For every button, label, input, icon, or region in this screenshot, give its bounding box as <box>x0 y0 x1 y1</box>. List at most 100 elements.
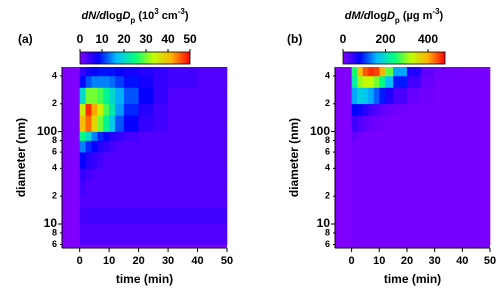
heatmap-cell <box>393 168 408 181</box>
x-tick-label: 20 <box>132 255 144 267</box>
heatmap-cell <box>384 67 394 77</box>
heatmap-cell <box>85 75 92 88</box>
heatmap-cell <box>393 196 408 209</box>
heatmap-cell <box>79 115 86 132</box>
heatmap-cell <box>138 168 154 181</box>
heatmap-cell <box>406 140 422 153</box>
heatmap-cell <box>384 87 394 105</box>
heatmap-cell <box>109 103 116 116</box>
colorbar-title-part: log <box>370 10 387 22</box>
heatmap-cell <box>362 75 369 88</box>
heatmap-cell <box>434 152 463 169</box>
heatmap-cell <box>379 224 386 234</box>
colorbar-tick-label: 40 <box>161 32 175 46</box>
heatmap-cell <box>373 232 380 245</box>
heatmap-cell <box>109 207 116 225</box>
heatmap-cell <box>85 168 92 181</box>
x-tick-label: 10 <box>103 255 115 267</box>
y-axis-label: diameter (nm) <box>287 118 301 197</box>
heatmap-cell <box>420 75 435 88</box>
heatmap-cell <box>197 152 228 169</box>
heatmap-cell <box>123 168 139 181</box>
heatmap-cell <box>97 179 104 197</box>
heatmap-cell <box>97 87 104 105</box>
heatmap-cell <box>368 115 375 132</box>
heatmap-cell <box>357 179 363 197</box>
heatmap-cell <box>351 131 358 141</box>
heatmap-cell <box>462 152 491 169</box>
heatmap-cell <box>420 196 435 209</box>
heatmap-cell <box>123 196 139 209</box>
colorbar-title: dN/dlogDp (103 cm-3) <box>82 7 189 25</box>
colorbar-tick-label: 400 <box>418 32 438 46</box>
heatmap-cell <box>168 207 198 225</box>
heatmap-cell <box>85 131 92 141</box>
colorbar-title-part: log <box>106 10 123 22</box>
heatmap-cell <box>91 207 98 225</box>
heatmap-cell <box>109 75 116 88</box>
heatmap-cell <box>97 168 104 181</box>
heatmap-cell <box>351 87 358 105</box>
heatmap-cell <box>197 87 228 105</box>
heatmap-cell <box>197 75 228 88</box>
heatmap-cell <box>91 196 98 209</box>
colorbar-title-part: (10 <box>135 10 154 22</box>
heatmap-cell <box>362 115 369 132</box>
heatmap-cell <box>168 232 198 245</box>
heatmap-cell <box>384 196 394 209</box>
heatmap-cell <box>97 115 104 132</box>
heatmap-cell <box>462 75 491 88</box>
heatmap-cell <box>197 67 228 77</box>
x-tick-label: 40 <box>191 255 203 267</box>
heatmap-cell <box>115 207 125 225</box>
heatmap-cell <box>109 224 116 234</box>
heatmap-cell <box>462 196 491 209</box>
heatmap-cell <box>197 179 228 197</box>
heatmap-cell <box>462 168 491 181</box>
heatmap-cell <box>357 131 363 141</box>
heatmap-cell <box>351 207 358 225</box>
heatmap-cell <box>462 232 491 245</box>
heatmap-cell <box>362 140 369 153</box>
heatmap-cell <box>153 131 169 141</box>
y-tick-label: 4 <box>325 163 330 173</box>
heatmap-cell <box>351 232 358 245</box>
colorbar-title-part: N <box>88 10 97 22</box>
heatmap-cell <box>434 131 463 141</box>
heatmap-cell <box>197 224 228 234</box>
heatmap-cell <box>85 87 92 105</box>
heatmap-cell <box>384 115 394 132</box>
heatmap-cell <box>97 131 104 141</box>
heatmap-cell <box>197 196 228 209</box>
heatmap-cell <box>103 140 110 153</box>
heatmap-cell <box>351 103 358 116</box>
heatmap-cell <box>379 67 386 77</box>
heatmap-cell <box>351 179 358 197</box>
heatmap-cell <box>420 140 435 153</box>
heatmap-cell <box>97 232 104 245</box>
heatmap-cell <box>123 115 139 132</box>
heatmap-cell <box>351 67 358 77</box>
heatmap-cell <box>368 75 375 88</box>
heatmap-cell <box>103 207 110 225</box>
heatmap-cell <box>103 75 110 88</box>
heatmap-cell <box>138 140 154 153</box>
heatmap-cell <box>109 131 116 141</box>
heatmap-cell <box>138 115 154 132</box>
heatmap-cell <box>138 87 154 105</box>
heatmap-cell <box>379 152 386 169</box>
colorbar-tick-label: 200 <box>375 32 395 46</box>
heatmap-cell <box>79 224 86 234</box>
heatmap-cell <box>393 224 408 234</box>
heatmap-cell <box>351 115 358 132</box>
heatmap-cell <box>357 67 363 77</box>
heatmap-cell <box>115 67 125 77</box>
heatmap-cell <box>379 168 386 181</box>
heatmap-cell <box>168 140 198 153</box>
heatmap-cell <box>168 115 198 132</box>
heatmap-cell <box>434 207 463 225</box>
heatmap-cell <box>373 179 380 197</box>
x-tick-label: 30 <box>162 255 174 267</box>
heatmap-cell <box>379 131 386 141</box>
heatmap-cell <box>153 196 169 209</box>
